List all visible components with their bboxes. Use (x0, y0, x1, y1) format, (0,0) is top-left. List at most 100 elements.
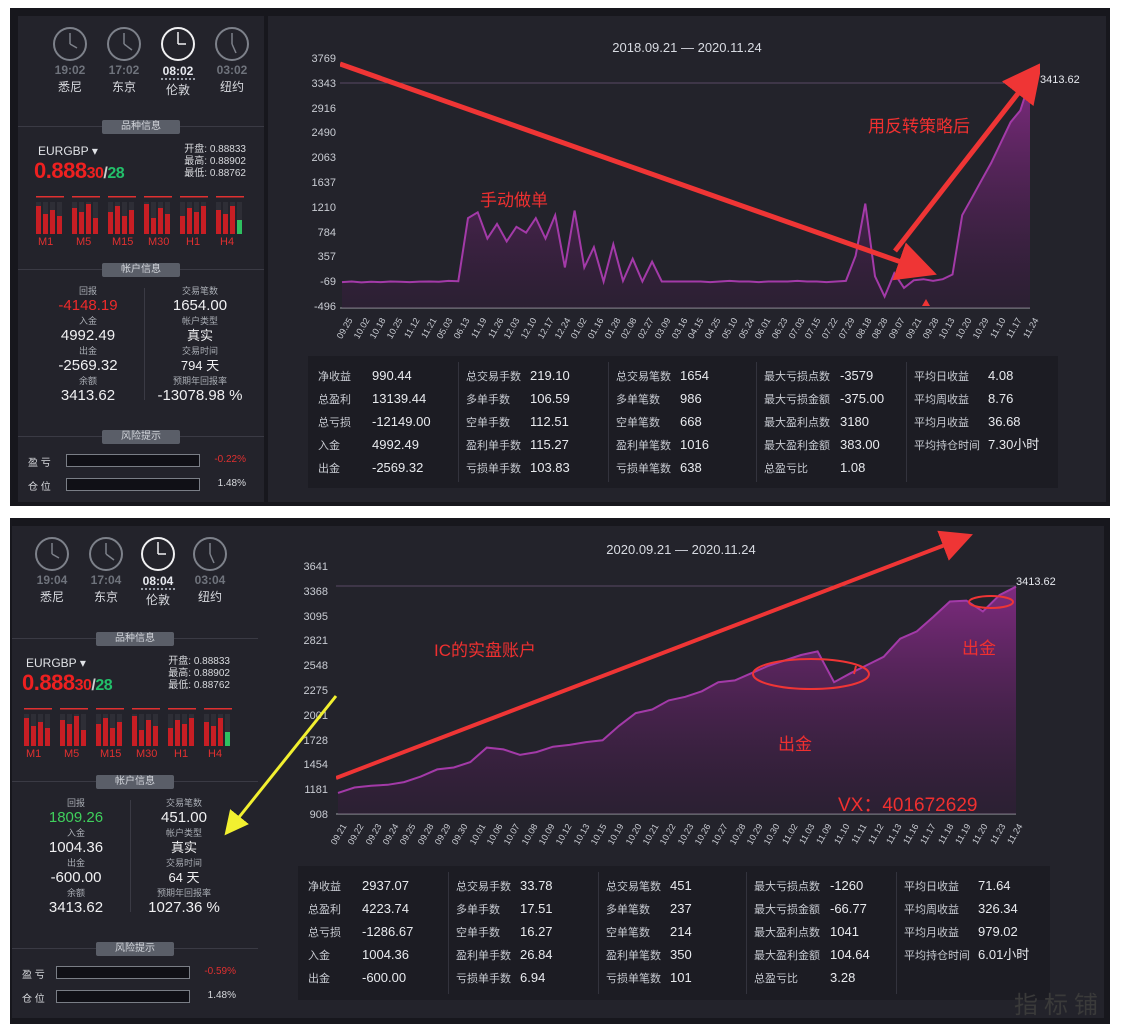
stat-key: 总交易笔数 (606, 881, 661, 893)
clock-london[interactable]: 08:04 伦敦 (132, 536, 184, 608)
stat-row: 最大亏损金额 -66.77 (754, 897, 870, 920)
stats-col-5: 平均日收益 4.08 平均周收益 8.76 平均月收益 36.68 平均持仓时间 7.3… (914, 364, 1039, 456)
meter-bar (211, 726, 216, 746)
tf-m1[interactable]: M1 (38, 236, 54, 248)
stat-row: 入金 1004.36 (308, 943, 413, 966)
stat-row: 多单手数 17.51 (456, 897, 553, 920)
tf-m15[interactable]: M15 (112, 236, 134, 248)
stat-value: 71.64 (978, 878, 1011, 893)
equity-area (338, 586, 1016, 814)
up-arrow (893, 62, 1040, 253)
annotation-withdraw-2: 出金 (962, 639, 996, 658)
stat-row: 最大盈利点数 1041 (754, 920, 870, 943)
y-tick-label: -69 (320, 276, 336, 289)
stat-value: 3.28 (830, 970, 856, 985)
stat-value: 237 (670, 901, 692, 916)
stat-row: 最大亏损点数 -3579 (764, 364, 884, 387)
clock-tokyo[interactable]: 17:02 东京 (98, 26, 150, 95)
meter-bar (45, 728, 50, 746)
clock-newyork[interactable]: 03:02 纽约 (206, 26, 258, 95)
trade-time-label: 交易时间 (181, 346, 218, 356)
position-bar (66, 478, 200, 491)
meter-bar (86, 204, 91, 234)
meter-bar (180, 216, 185, 234)
stat-row: 总亏损 -1286.67 (308, 920, 413, 943)
price-separator: / (91, 677, 96, 694)
meter-bar (57, 216, 62, 234)
tf-m30[interactable]: M30 (148, 236, 170, 248)
tf-h1[interactable]: H1 (186, 236, 201, 248)
tf-m30[interactable]: M30 (136, 748, 158, 760)
tf-m5[interactable]: M5 (76, 236, 92, 248)
stat-key: 盈利单笔数 (616, 440, 671, 452)
price-separator: / (103, 165, 108, 182)
stat-key: 总盈利 (318, 394, 351, 406)
annotation-account: IC的实盘账户 (434, 641, 536, 660)
clock-tokyo[interactable]: 17:04 东京 (80, 536, 132, 605)
annual-return-value: -13078.98 % (157, 387, 243, 404)
stat-row: 盈利单手数 26.84 (456, 943, 553, 966)
pnl-label: 盈 亏 (28, 458, 51, 469)
stat-key: 亏损单笔数 (616, 463, 671, 475)
account-type-value: 真实 (186, 328, 213, 343)
stat-key: 入金 (318, 440, 340, 452)
tf-m5[interactable]: M5 (64, 748, 80, 760)
stat-key: 净收益 (318, 371, 351, 383)
stat-row: 空单手数 16.27 (456, 920, 553, 943)
equity-chart[interactable] (340, 16, 1040, 316)
stat-row: 平均周收益 8.76 (914, 387, 1039, 410)
withdraw-value: -600.00 (50, 869, 102, 886)
meter-bar (168, 728, 173, 746)
meter-bar (165, 214, 170, 234)
chart-panel: 2020.09.21 — 2020.11.24 3641 3368 3095 2821… (224, 526, 1104, 1018)
pnl-bar (66, 454, 200, 467)
left-panel: 19:02 悉尼 17:02 东京 08:02 伦敦 03:02 纽约 品种信息… (18, 16, 264, 502)
stat-value: 979.02 (978, 924, 1018, 939)
annotation-vx: VX：401672629 (838, 795, 978, 816)
meter-bar (139, 730, 144, 746)
world-clocks: 19:02 悉尼 17:02 东京 08:02 伦敦 03:02 纽约 (18, 16, 264, 121)
clock-sydney[interactable]: 19:04 悉尼 (26, 536, 78, 605)
equity-line (337, 585, 1017, 794)
meter-bar (31, 726, 36, 746)
clock-newyork[interactable]: 03:04 纽约 (184, 536, 236, 605)
clock-london[interactable]: 08:02 伦敦 (152, 26, 204, 98)
highlight-ellipse (752, 658, 870, 690)
stat-row: 平均日收益 71.64 (904, 874, 1029, 897)
symbol-name: EURGBP (38, 144, 89, 158)
low-value: 最低: 0.88762 (168, 680, 230, 691)
yellow-arrow (224, 695, 338, 836)
tf-h1[interactable]: H1 (174, 748, 189, 760)
stat-key: 多单笔数 (616, 394, 660, 406)
meter-bar (201, 206, 206, 234)
meter-bar (50, 210, 55, 234)
stats-col-4: 最大亏损点数 -3579 最大亏损金额 -375.00 最大盈利点数 3180 最大盈… (764, 364, 884, 479)
y-tick-label: 3368 (303, 585, 328, 598)
stat-value: -600.00 (362, 970, 407, 985)
stat-key: 总交易笔数 (616, 371, 671, 383)
meter-bar (230, 206, 235, 234)
open-value: 开盘: 0.88833 (184, 144, 246, 155)
clock-sydney[interactable]: 19:02 悉尼 (44, 26, 96, 95)
section-title-risk: 风险提示 (96, 942, 174, 956)
return-value: -4148.19 (58, 297, 118, 314)
tf-m1[interactable]: M1 (26, 748, 42, 760)
trades-label: 交易笔数 (165, 798, 202, 808)
stat-row: 出金 -2569.32 (318, 456, 431, 479)
y-tick-label: 3769 (311, 53, 336, 65)
y-tick-label: 3641 (303, 561, 328, 573)
tf-m15[interactable]: M15 (100, 748, 122, 760)
symbol-select[interactable]: EURGBP ▾ (26, 656, 86, 670)
symbol-select[interactable]: EURGBP ▾ (38, 144, 98, 158)
y-tick-label: 3095 (303, 610, 328, 623)
clock-city: 悉尼 (39, 590, 64, 604)
tf-h4[interactable]: H4 (208, 748, 223, 760)
equity-area (342, 80, 1030, 308)
price-bid: 30 (86, 165, 104, 182)
stat-row: 最大亏损金额 -375.00 (764, 387, 884, 410)
meter-bar (225, 732, 230, 746)
tf-h4[interactable]: H4 (220, 236, 235, 248)
equity-chart[interactable] (336, 526, 1046, 826)
position-label: 仓 位 (22, 994, 45, 1005)
position-value: 1.48% (217, 478, 246, 489)
